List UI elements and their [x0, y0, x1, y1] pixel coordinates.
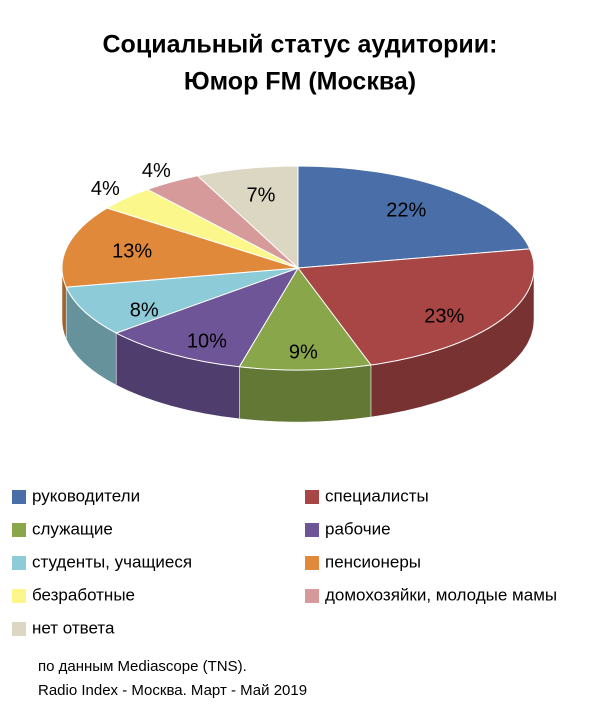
slice [297, 248, 535, 366]
legend-swatch [305, 523, 319, 537]
legend-label: студенты, учащиеся [32, 552, 192, 571]
legend-label: нет ответа [32, 618, 115, 637]
value-label: 8% [130, 300, 159, 322]
slice [238, 267, 372, 371]
legend-label: пенсионеры [325, 552, 421, 571]
chart-title: Социальный статус аудитории: [103, 31, 498, 59]
value-label: 7% [246, 185, 275, 207]
legend-label: служащие [32, 519, 113, 538]
legend-swatch [12, 556, 26, 570]
value-label: 22% [386, 200, 426, 222]
source-note: Radio Index - Москва. Март - Май 2019 [38, 682, 307, 699]
pie: ALLEN MEDIA 22% 23% 9% 10% 8% 13% 4% 4% 7% [61, 160, 535, 445]
legend-swatch [12, 490, 26, 504]
value-label: 23% [424, 306, 464, 328]
legend-label: домохозяйки, молодые мамы [325, 585, 557, 604]
legend-label: рабочие [325, 519, 391, 538]
slice-side [239, 364, 372, 423]
legend-label: безработные [32, 585, 135, 604]
slice [65, 267, 299, 334]
slice [297, 165, 531, 269]
slice [61, 207, 299, 288]
slice [114, 267, 300, 368]
legend-swatch [305, 589, 319, 603]
value-label: 4% [142, 160, 171, 182]
legend-label: руководители [32, 486, 140, 505]
legend-swatch [12, 622, 26, 636]
slice [196, 165, 299, 270]
legend: руководители специалисты служащие рабочие ст… [12, 486, 557, 637]
legend-label: специалисты [325, 486, 429, 505]
value-label: 10% [187, 330, 227, 352]
legend-swatch [305, 556, 319, 570]
legend-swatch [12, 589, 26, 603]
watermark: ALLEN MEDIA [248, 428, 365, 445]
chart-title: Юмор FM (Москва) [184, 68, 416, 96]
source-note: по данным Mediascope (TNS). [38, 658, 247, 675]
legend-swatch [12, 523, 26, 537]
value-label: 13% [112, 240, 152, 262]
value-label: 9% [289, 342, 318, 364]
legend-swatch [305, 490, 319, 504]
value-label: 4% [91, 178, 120, 200]
